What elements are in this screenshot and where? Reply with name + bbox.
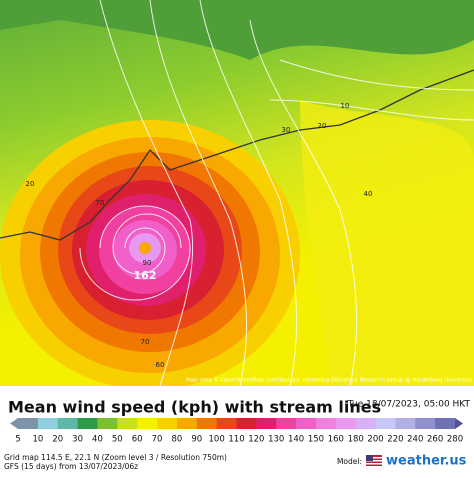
colorbar-label: 40	[92, 435, 103, 445]
storm	[0, 120, 300, 390]
colorbar-label: 100	[209, 435, 225, 445]
colorbar-swatch	[296, 418, 317, 429]
colorbar-label: 140	[288, 435, 304, 445]
streamlines	[79, 0, 474, 387]
footer-grid: Grid map 114.5 E, 22.1 N (Zoom level 3 /…	[4, 453, 227, 462]
colorbar-label: 200	[367, 435, 383, 445]
contour-label: 40	[364, 190, 373, 198]
coastline	[0, 69, 474, 241]
colorbar-swatch	[137, 418, 158, 429]
colorbar-label: 50	[112, 435, 123, 445]
colorbar-swatch	[157, 418, 178, 429]
contour-label: 90	[143, 259, 152, 267]
footer-run: GFS (15 days) from 13/07/2023/06z	[4, 462, 138, 471]
contour-label: 10	[341, 102, 350, 110]
colorbar-swatch	[236, 418, 257, 429]
colorbar-label: 20	[52, 435, 63, 445]
contour-label: 20	[318, 122, 327, 130]
colorbar-arrow	[10, 418, 18, 429]
colorbar-swatch	[176, 418, 198, 429]
contour-label: 60	[156, 361, 165, 369]
colorbar-swatch	[37, 418, 59, 429]
map-region	[300, 100, 474, 386]
contour-label: 20	[26, 180, 35, 188]
colorbar-label: 70	[152, 435, 163, 445]
colorbar-swatch	[77, 418, 98, 429]
colorbar-label: 90	[191, 435, 202, 445]
colorbar-label: 30	[72, 435, 83, 445]
colorbar-label: 60	[132, 435, 143, 445]
colorbar-swatch	[315, 418, 337, 429]
colorbar-label: 260	[427, 435, 443, 445]
colorbar-label: 160	[328, 435, 344, 445]
colorbar-label: 10	[32, 435, 43, 445]
colorbar-swatch	[196, 418, 218, 429]
contour-label: 70	[141, 338, 150, 346]
legend-panel	[0, 386, 474, 474]
colorbar-label: 240	[407, 435, 423, 445]
colorbar-label: 120	[248, 435, 264, 445]
colorbar-swatch	[256, 418, 277, 429]
colorbar-swatch	[18, 418, 39, 429]
colorbar-label: 220	[387, 435, 403, 445]
colorbar-swatch	[97, 418, 118, 429]
contour-label: 30	[282, 126, 291, 134]
colorbar-label: 5	[15, 435, 20, 445]
colorbar-swatch	[276, 418, 297, 429]
colorbar-label: 80	[171, 435, 182, 445]
colorbar-label: 180	[348, 435, 364, 445]
contour-label: 162	[134, 269, 157, 282]
colorbar-swatch	[415, 418, 436, 429]
colorbar-swatch	[57, 418, 79, 429]
colorbar-label: 150	[308, 435, 324, 445]
legend-title: Mean wind speed (kph) with stream lines	[8, 398, 381, 417]
flag	[366, 455, 382, 466]
brand: weather.us	[386, 454, 467, 469]
colorbar-swatch	[355, 418, 377, 429]
colorbar-swatch	[216, 418, 237, 429]
contour-label: 70	[96, 199, 105, 207]
attribution: Map data © OpenStreetMap contributors, r…	[186, 377, 473, 384]
colorbar-label: 130	[268, 435, 284, 445]
colorbar-label: 110	[228, 435, 244, 445]
colorbar-swatch	[395, 418, 416, 429]
colorbar-label: 280	[447, 435, 463, 445]
colorbar-swatch	[117, 418, 138, 429]
colorbar-swatch	[435, 418, 456, 429]
footer-model: Model:	[337, 457, 362, 466]
map-region	[0, 0, 474, 60]
colorbar-arrow	[455, 418, 463, 429]
colorbar-swatch	[375, 418, 396, 429]
legend-date: Tue 18/07/2023, 05:00 HKT	[347, 400, 471, 410]
colorbar-swatch	[335, 418, 357, 429]
